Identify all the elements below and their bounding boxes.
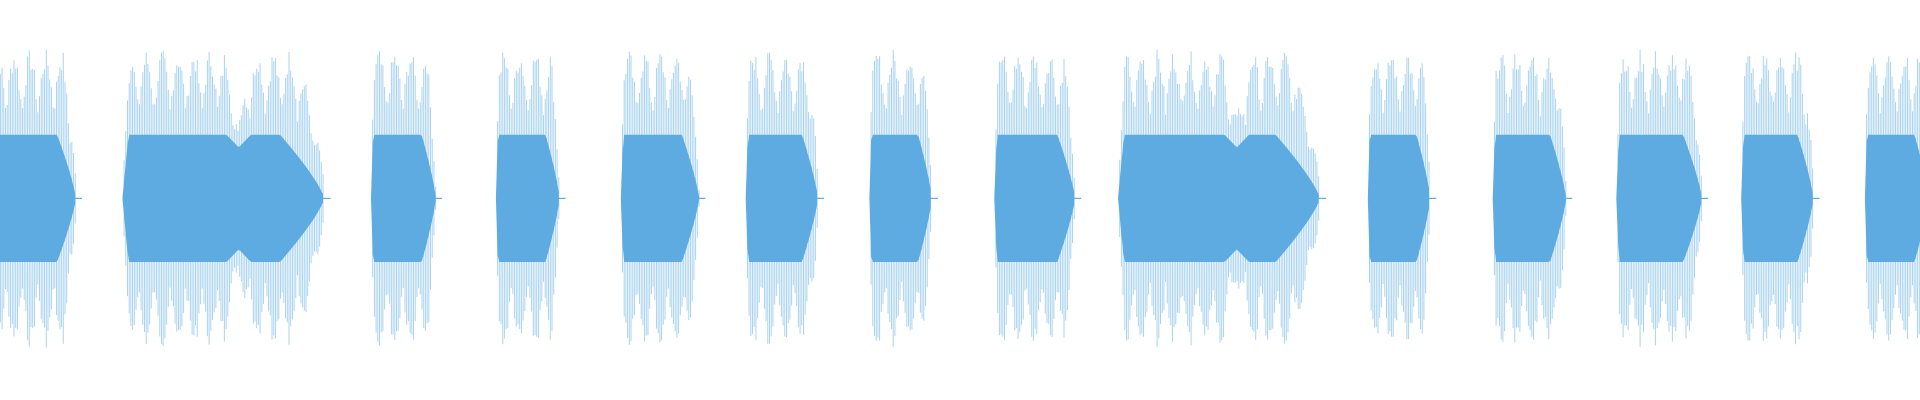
waveform-body [0, 134, 76, 262]
waveform-body [1741, 134, 1813, 262]
waveform-body [620, 134, 699, 262]
waveform-body [371, 134, 436, 262]
waveform-body [1492, 134, 1566, 262]
waveform-body [122, 134, 324, 262]
waveform-body [1864, 134, 1920, 262]
waveform-body [1616, 134, 1702, 262]
waveform-body [1367, 134, 1429, 262]
waveform-body [994, 134, 1075, 262]
waveform-body [1118, 134, 1319, 262]
waveform-body [745, 134, 818, 262]
waveform-body [869, 134, 931, 262]
waveform-body [495, 134, 559, 262]
